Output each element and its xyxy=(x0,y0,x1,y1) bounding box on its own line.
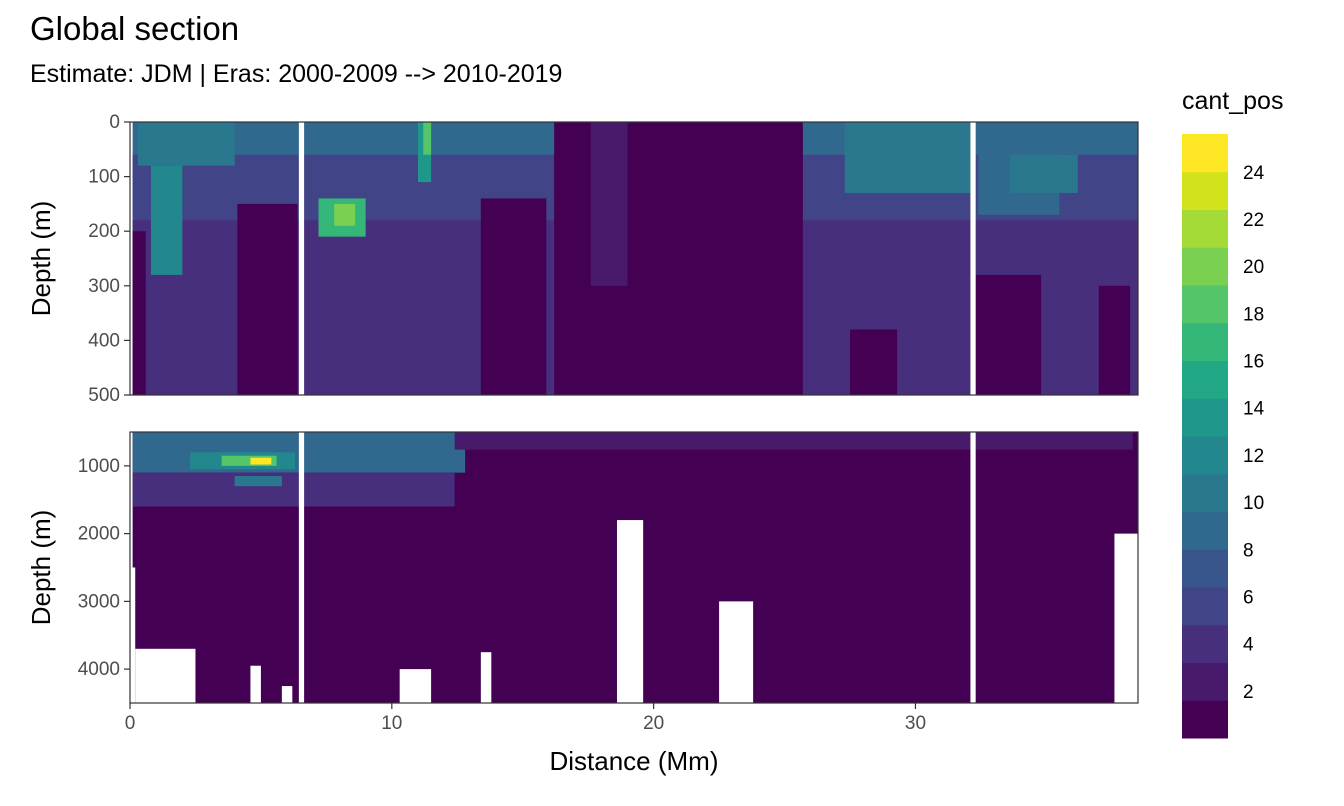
legend-label: 6 xyxy=(1243,587,1254,608)
contour-region xyxy=(334,203,356,226)
no-data-gap xyxy=(719,601,754,703)
legend-label: 10 xyxy=(1243,493,1264,514)
legend-label: 12 xyxy=(1243,446,1264,467)
contour-region xyxy=(234,476,282,487)
chart-title: Global section xyxy=(30,10,240,47)
contour-region xyxy=(132,472,455,507)
no-data-gap xyxy=(616,520,644,703)
y-tick-label: 3000 xyxy=(78,591,120,612)
legend-label: 4 xyxy=(1243,635,1254,656)
contour-region xyxy=(850,329,898,395)
contour-region xyxy=(454,432,1133,450)
y-axis-label: Depth (m) xyxy=(26,201,56,317)
legend-swatch xyxy=(1182,209,1228,248)
legend-swatch xyxy=(1182,587,1228,626)
legend-swatch xyxy=(1182,398,1228,437)
no-data-gap xyxy=(130,567,136,703)
contour-region xyxy=(1098,285,1131,395)
legend-label: 22 xyxy=(1243,210,1264,231)
y-tick-label: 400 xyxy=(88,330,120,351)
legend-label: 8 xyxy=(1243,540,1254,561)
y-tick-label: 1000 xyxy=(78,456,120,477)
chart-subtitle: Estimate: JDM | Eras: 2000-2009 --> 2010… xyxy=(30,60,563,88)
legend-label: 16 xyxy=(1243,352,1264,373)
contour-region xyxy=(221,455,277,466)
legend-label: 14 xyxy=(1243,399,1265,420)
x-tick-label: 10 xyxy=(381,713,402,734)
no-data-gap xyxy=(480,652,492,703)
x-tick-label: 30 xyxy=(905,713,926,734)
no-data-gap xyxy=(298,122,305,395)
panel-border xyxy=(129,431,1139,704)
x-axis-label: Distance (Mm) xyxy=(549,746,718,776)
panel-lower xyxy=(130,432,1138,703)
contour-region xyxy=(975,274,1042,395)
panel-upper xyxy=(132,122,1138,395)
no-data-gap xyxy=(298,432,305,703)
no-data-gap xyxy=(135,648,196,703)
legend-swatch xyxy=(1182,549,1228,588)
legend-swatch xyxy=(1182,436,1228,475)
no-data-gap xyxy=(1114,533,1138,703)
panel-border xyxy=(129,121,1139,396)
legend-label: 18 xyxy=(1243,304,1264,325)
contour-region xyxy=(150,165,183,275)
contour-region xyxy=(423,122,432,155)
y-tick-label: 4000 xyxy=(78,659,120,680)
contour-region xyxy=(132,231,146,395)
y-tick-label: 2000 xyxy=(78,524,120,545)
legend-title: cant_pos xyxy=(1182,87,1283,115)
y-tick-label: 100 xyxy=(88,167,120,188)
legend-swatch xyxy=(1182,700,1228,739)
legend-swatch xyxy=(1182,171,1228,210)
contour-region xyxy=(237,203,298,395)
legend-swatch xyxy=(1182,473,1228,512)
no-data-gap xyxy=(281,686,293,703)
contour-region xyxy=(137,122,235,166)
no-data-gap xyxy=(399,669,432,703)
y-axis-label: Depth (m) xyxy=(26,510,56,626)
legend-swatch xyxy=(1182,662,1228,701)
x-tick-label: 20 xyxy=(643,713,664,734)
legend-label: 20 xyxy=(1243,257,1264,278)
legend-swatch xyxy=(1182,134,1228,173)
no-data-gap xyxy=(970,122,976,395)
legend-swatch xyxy=(1182,624,1228,663)
y-tick-label: 300 xyxy=(88,276,120,297)
legend-swatch xyxy=(1182,285,1228,324)
legend-swatch xyxy=(1182,511,1228,550)
contour-region xyxy=(844,122,971,193)
legend-swatch xyxy=(1182,247,1228,286)
y-tick-label: 500 xyxy=(88,385,120,406)
contour-region xyxy=(250,457,272,465)
legend-label: 2 xyxy=(1243,682,1254,703)
y-tick-label: 0 xyxy=(109,112,120,133)
no-data-gap xyxy=(970,432,976,703)
legend-swatch xyxy=(1182,322,1228,361)
contour-region xyxy=(590,122,628,286)
legend-label: 24 xyxy=(1243,163,1265,184)
legend-swatch xyxy=(1182,360,1228,399)
no-data-gap xyxy=(250,665,261,703)
x-tick-label: 0 xyxy=(125,713,136,734)
y-tick-label: 200 xyxy=(88,221,120,242)
contour-region xyxy=(480,198,547,395)
contour-region xyxy=(1009,154,1078,193)
